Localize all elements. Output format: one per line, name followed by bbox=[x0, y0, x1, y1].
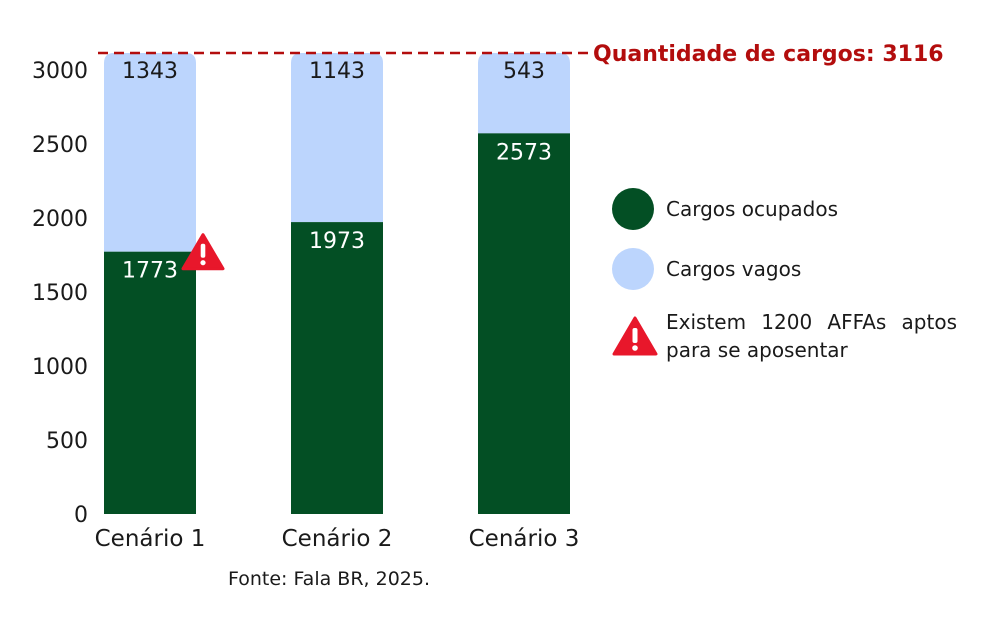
legend-item-vacant: Cargos vagos bbox=[612, 248, 957, 290]
legend-swatch-occupied bbox=[612, 188, 654, 230]
y-axis: 0 500 1000 1500 2000 2500 3000 bbox=[32, 59, 88, 528]
bars: 1343 1773 Cenário 1 1143 1973 Cenário 2 543 257… bbox=[95, 53, 580, 552]
bar-vacant bbox=[478, 53, 570, 134]
reference-line-label: Quantidade de cargos: 3116 bbox=[593, 42, 944, 67]
x-category-label: Cenário 3 bbox=[469, 526, 580, 552]
x-category-label: Cenário 1 bbox=[95, 526, 206, 552]
legend-label-warning: Existem 1200 AFFAs aptos para se aposent… bbox=[666, 310, 957, 362]
bar-label-occupied: 1773 bbox=[122, 259, 178, 284]
source-note: Fonte: Fala BR, 2025. bbox=[228, 568, 430, 590]
bar-label-vacant: 543 bbox=[503, 59, 545, 84]
warning-triangle-icon bbox=[181, 233, 225, 271]
bar-label-vacant: 1143 bbox=[309, 59, 365, 84]
stacked-bar-chart: 0 500 1000 1500 2000 2500 3000 1343 1773 Cenário… bbox=[32, 42, 944, 552]
legend: Cargos ocupados Cargos vagos Existem 120… bbox=[612, 188, 957, 364]
legend-item-occupied: Cargos ocupados bbox=[612, 188, 957, 230]
legend-label-vacant: Cargos vagos bbox=[666, 257, 802, 281]
y-tick-label: 2500 bbox=[32, 133, 88, 158]
bar-label-vacant: 1343 bbox=[122, 59, 178, 84]
y-tick-label: 3000 bbox=[32, 59, 88, 84]
bar-vacant bbox=[104, 53, 196, 252]
bar-label-occupied: 1973 bbox=[309, 229, 365, 254]
legend-swatch-vacant bbox=[612, 248, 654, 290]
bar-vacant bbox=[291, 53, 383, 223]
bar-label-occupied: 2573 bbox=[496, 140, 552, 165]
legend-label-occupied: Cargos ocupados bbox=[666, 197, 839, 221]
bar-occupied bbox=[104, 251, 196, 514]
x-category-label: Cenário 2 bbox=[282, 526, 393, 552]
y-tick-label: 1000 bbox=[32, 355, 88, 380]
bar-occupied bbox=[291, 222, 383, 515]
y-tick-label: 1500 bbox=[32, 281, 88, 306]
y-tick-label: 0 bbox=[74, 503, 88, 528]
y-tick-label: 2000 bbox=[32, 207, 88, 232]
reference-line-group: Quantidade de cargos: 3116 bbox=[98, 42, 944, 67]
bar-occupied bbox=[478, 133, 570, 514]
warning-triangle-icon bbox=[612, 316, 658, 356]
y-tick-label: 500 bbox=[46, 429, 88, 454]
legend-item-warning: Existem 1200 AFFAs aptos para se aposent… bbox=[612, 308, 957, 364]
